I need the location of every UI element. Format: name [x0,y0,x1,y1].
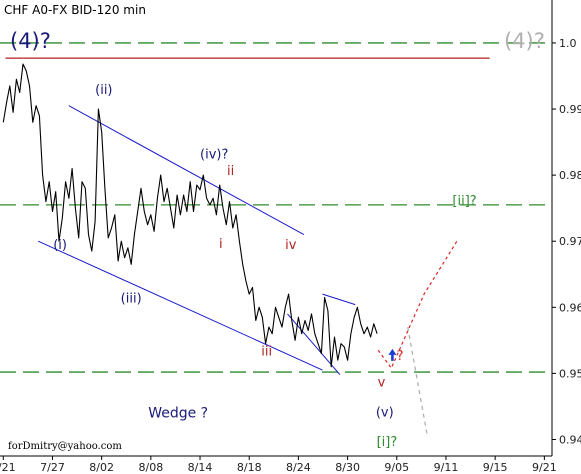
wave-label-0: (ii) [95,83,112,98]
x-tick-label-2: 8/02 [89,461,114,474]
alt-projection-path [407,327,428,437]
wave-label-2: ii [227,164,234,179]
x-tick-label-7: 8/30 [335,461,360,474]
y-tick-label-2: 0.96 [559,301,581,314]
price-series [2,63,378,368]
x-tick-label-10: 9/15 [483,461,508,474]
x-tick-label-8: 9/05 [384,461,409,474]
x-tick-label-4: 8/14 [188,461,213,474]
wave-label-4: i [219,237,223,252]
x-tick-label-1: 7/27 [40,461,65,474]
chart-title: CHF A0-FX BID-120 min [4,3,146,17]
wave-label-11: [ii]? [452,194,476,209]
wave-label-13: Wedge ? [148,406,208,422]
wave-labels: (ii) (iv)?ii (i) i iv (iii) iii ? v (v) [ii]? [i]? W… [53,83,476,450]
y-tick-label-0: 0.94 [559,433,581,446]
x-tick-label-6: 8/24 [286,461,311,474]
x-tick-label-9: 9/11 [434,461,459,474]
price-line-0 [2,63,378,368]
horizontal-levels [0,42,552,373]
wave-label-8: ? [397,349,404,364]
x-tick-label-5: 8/18 [237,461,262,474]
corner-label-right: (4)? [504,29,545,53]
wave-label-10: (v) [376,405,394,420]
y-tick-label-5: 0.99 [559,103,581,116]
trendline-1 [38,240,323,371]
x-tick-label-3: 8/08 [138,461,163,474]
wave-label-12: [i]? [377,435,398,450]
y-tick-label-6: 1.0 [559,37,577,50]
x-tick-label-0: 7/21 [0,461,16,474]
trendline-0 [68,105,305,236]
wave-label-9: v [378,376,386,391]
wave-label-7: iii [261,345,272,360]
credit-text: forDmitry@yahoo.com [8,441,122,452]
up-arrow-icon [388,348,397,361]
wave-label-1: (iv)? [200,148,228,163]
y-tick-label-3: 0.97 [559,235,581,248]
projection-path [377,240,458,370]
y-ticks: 0.94 0.95 0.96 0.97 0.98 0.99 1.0 [552,37,581,446]
wave-label-5: iv [285,238,297,253]
x-ticks: 7/21 7/27 8/02 8/08 8/14 8/18 8/24 8/30 9/05 9/11… [0,456,557,474]
x-tick-label-11: 9/21 [532,461,557,474]
y-tick-label-4: 0.98 [559,169,581,182]
projections [377,240,458,437]
wave-label-3: (i) [53,238,67,253]
wave-label-6: (iii) [121,292,142,307]
y-tick-label-1: 0.95 [559,367,581,380]
corner-label-left: (4)? [10,29,51,53]
trendline-2 [322,293,356,306]
